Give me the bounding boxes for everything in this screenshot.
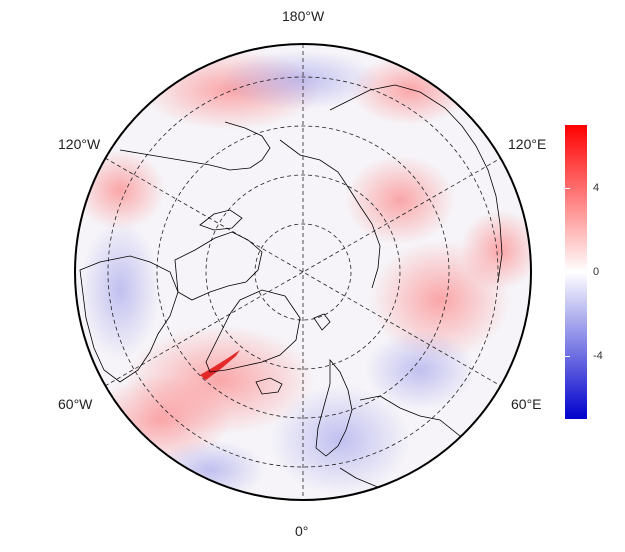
- colorbar-tick-mark: [565, 188, 570, 189]
- color-legend-bar: [565, 125, 587, 419]
- label-lower-left: 60°W: [58, 396, 93, 412]
- colorbar-tick-label: -4: [593, 350, 603, 362]
- anomaly-field: [75, 44, 531, 500]
- map-boundary: [74, 43, 532, 501]
- label-top: 180°W: [282, 8, 325, 24]
- colorbar-tick-label: 0: [593, 266, 600, 278]
- colorbar-tick-label: 4: [593, 182, 600, 194]
- colorbar-tick-mark: [565, 272, 570, 273]
- label-lower-right: 60°E: [511, 396, 542, 412]
- label-bottom: 0°: [295, 523, 309, 539]
- colorbar-tick-mark: [565, 356, 570, 357]
- meridians: [104, 44, 502, 500]
- label-upper-left: 120°W: [58, 136, 101, 152]
- latitude-circles: [107, 76, 499, 468]
- label-upper-right: 120°E: [508, 136, 547, 152]
